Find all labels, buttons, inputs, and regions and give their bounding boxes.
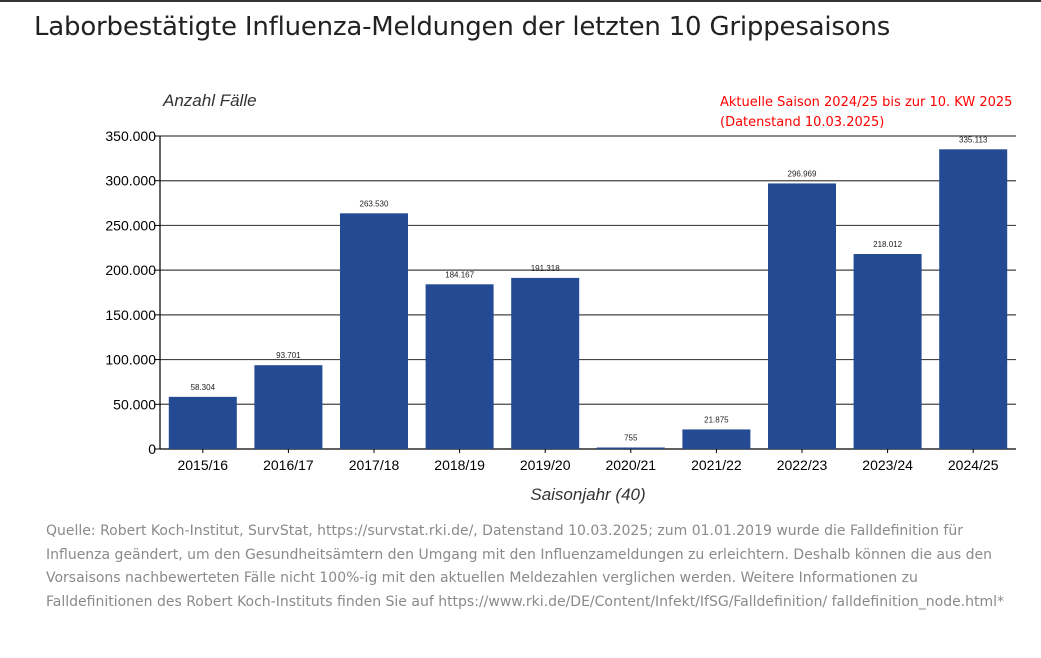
bar [939,149,1008,449]
y-axis-title: Anzahl Fälle [162,91,257,110]
y-tick-label: 250.000 [105,217,156,233]
y-tick-label: 350.000 [105,128,156,144]
source-caption: Quelle: Robert Koch-Institut, SurvStat, … [46,523,1005,610]
data-label: 296.969 [788,169,817,178]
data-label: 184.167 [445,270,474,279]
bar [768,183,836,449]
annotation-line: Aktuelle Saison 2024/25 bis zur 10. KW 2… [720,95,1012,110]
annotation-line: (Datenstand 10.03.2025) [720,115,884,130]
x-tick-label: 2019/20 [520,457,571,473]
x-tick-label: 2024/25 [948,457,999,473]
y-tick-label: 300.000 [105,173,156,189]
bar-chart: 0 50.000 100.000 150.000 200.000 250.000 300.0… [105,91,1016,504]
data-label: 335.113 [959,135,988,144]
bar [682,429,751,449]
data-label: 263.530 [360,199,389,208]
x-tick-label: 2018/19 [434,457,485,473]
x-tick-label: 2022/23 [777,457,828,473]
data-label: 755 [624,434,638,443]
y-tick-label: 0 [148,441,156,457]
data-label: 218.012 [873,240,902,249]
bar [340,213,408,449]
x-tick-label: 2015/16 [177,457,228,473]
data-label: 58.304 [191,383,216,392]
bar [168,396,237,449]
x-tick-label: 2023/24 [862,457,913,473]
x-tick-label: 2021/22 [691,457,742,473]
x-axis-title: Saisonjahr (40) [530,485,645,504]
bar [511,277,580,449]
x-tick-label: 2020/21 [605,457,656,473]
bar [254,365,323,449]
data-label: 93.701 [276,351,301,360]
top-rule [0,0,1041,2]
chart-container: 0 50.000 100.000 150.000 200.000 250.000 300.0… [0,80,1041,510]
y-tick-label: 100.000 [105,352,156,368]
bar [425,284,494,449]
y-tick-label: 200.000 [105,262,156,278]
bar [853,254,922,449]
bar [596,447,665,449]
data-label: 191.318 [531,264,560,273]
y-tick-label: 150.000 [105,307,156,323]
page-title: Laborbestätigte Influenza-Meldungen der … [34,12,891,42]
x-tick-label: 2017/18 [349,457,400,473]
x-tick-label: 2016/17 [263,457,314,473]
data-label: 21.875 [704,415,729,424]
y-tick-label: 50.000 [113,396,156,412]
